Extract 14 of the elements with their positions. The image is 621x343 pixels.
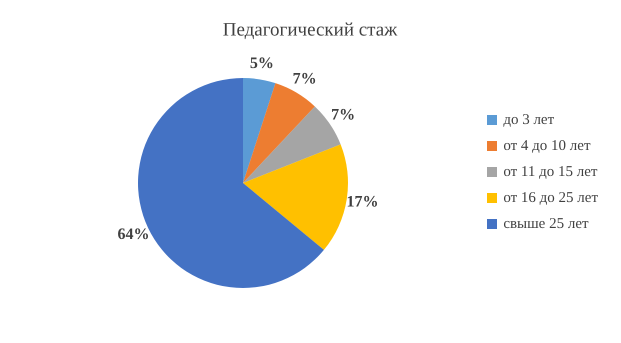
pie-slice [243,144,348,250]
pie-slice [243,83,315,183]
data-label: 7% [292,70,317,88]
data-label: 17% [346,193,379,210]
legend-label: от 16 до 25 лет [503,188,598,208]
data-label: 5% [250,54,274,72]
legend-label: от 11 до 15 лет [503,162,598,182]
legend-label: свыше 25 лет [503,214,589,234]
data-label: 7% [331,106,356,124]
chart-title: Педагогический стаж [222,20,398,40]
data-label: 64% [118,226,150,244]
legend-label: от 4 до 10 лет [503,136,590,156]
pie-slice [243,78,276,183]
legend-label: до 3 лет [503,110,554,130]
